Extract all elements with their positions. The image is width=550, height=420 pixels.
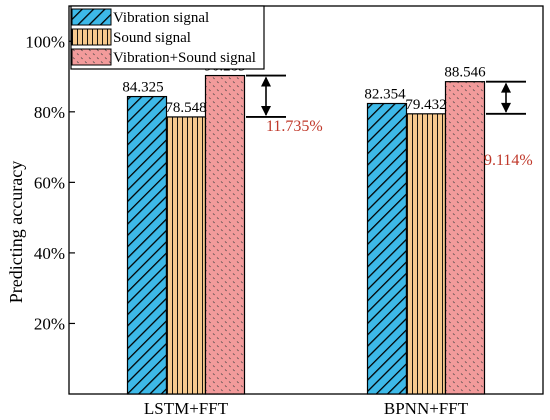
y-tick-label: 100%	[25, 32, 65, 51]
bars	[126, 74, 486, 395]
legend-label: Vibration signal	[113, 10, 209, 26]
bar-value-label: 82.354	[364, 87, 406, 103]
legend-swatch	[71, 48, 112, 66]
legend-label: Vibration+Sound signal	[113, 50, 256, 66]
bar-vibration-sound-signal-lstm-fft	[204, 74, 246, 395]
bar-value-label: 88.546	[444, 65, 486, 81]
bar-vibration-signal-lstm-fft	[126, 95, 168, 395]
arrow-up-icon	[501, 82, 511, 93]
x-category-label: LSTM+FFT	[144, 399, 229, 418]
y-axis-label: Predicting accuracy	[6, 161, 26, 303]
bar-value-label: 84.325	[122, 80, 163, 96]
y-tick-label: 40%	[34, 244, 65, 263]
x-category-label: BPNN+FFT	[384, 399, 469, 418]
arrow-down-icon	[261, 105, 271, 116]
plot-frame	[68, 5, 544, 395]
x-axis-categories: LSTM+FFT BPNN+FFT	[144, 399, 469, 418]
bar-sound-signal-lstm-fft	[165, 116, 207, 395]
y-tick-label: 20%	[34, 314, 65, 333]
arrow-up-icon	[261, 76, 271, 87]
bar-sound-signal-bpnn-fft	[405, 113, 447, 395]
difference-annotations: 11.735% 9.114%	[246, 74, 533, 169]
arrow-down-icon	[501, 102, 511, 113]
legend-swatch	[71, 8, 112, 26]
annotation-percent-label: 9.114%	[484, 152, 533, 169]
y-axis-ticks: 20% 40% 60% 80% 100%	[25, 32, 75, 333]
y-tick-label: 60%	[34, 173, 65, 192]
bar-value-label: 78.548	[165, 100, 206, 116]
bar-vibration-signal-bpnn-fft	[366, 102, 408, 395]
bar-vibration-sound-signal-bpnn-fft	[444, 81, 486, 395]
bar-value-label: 79.432	[405, 97, 446, 113]
y-tick-label: 80%	[34, 103, 65, 122]
legend: Vibration signal Sound signal Vibration+So…	[70, 5, 265, 70]
annotation-percent-label: 11.735%	[266, 118, 323, 135]
legend-label: Sound signal	[113, 30, 191, 46]
legend-swatch	[71, 28, 112, 46]
